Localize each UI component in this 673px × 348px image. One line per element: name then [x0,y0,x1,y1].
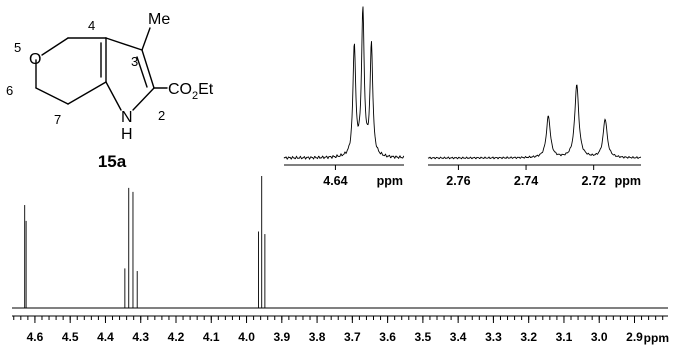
inset-1-tick-label-0: 4.64 [323,174,347,188]
main-tick-label-11: 3.5 [415,330,432,344]
ester-prefix: CO [168,81,192,98]
position-number-5: 5 [14,40,21,55]
bond-c7a-c7 [67,81,107,105]
main-tick-label-3: 4.3 [132,330,149,344]
main-x-axis-label: ppm [644,331,669,345]
main-tick-label-4: 4.2 [168,330,185,344]
ester-subscript: 2 [192,90,198,102]
main-tick-label-13: 3.3 [485,330,502,344]
inset-2-tick-label-2: 2.72 [581,174,605,188]
bond-c7-c6 [35,87,69,105]
molecule-structure: O N H Me CO2Et 2 3 4 5 6 7 15a [6,11,214,171]
position-number-3: 3 [131,54,138,69]
inset-2-trace [427,84,642,160]
position-number-4: 4 [88,18,95,33]
main-tick-label-9: 3.7 [344,330,361,344]
bond-c3-c2 [141,49,155,89]
inset-1-x-axis-label: ppm [377,174,403,188]
inset-2-tick-label-1: 2.74 [514,174,538,188]
main-tick-label-17: 2.9 [626,330,643,344]
inset-2-x-axis-label: ppm [615,174,641,188]
atom-hydrogen: H [121,126,133,143]
main-tick-label-12: 3.4 [450,330,467,344]
bond-n1-c7a [105,81,122,111]
inset-1-x-ticks: 4.64 [323,165,348,188]
main-spectrum: 4.6 4.5 4.4 4.3 4.2 4.1 4.0 3.9 3.8 3.7 3.6 3.5 3.4 3… [12,176,669,345]
main-tick-label-7: 3.9 [273,330,290,344]
atom-nitrogen: N [121,109,133,126]
inset-spectrum-2: 2.76 2.74 2.72 ppm [427,84,642,188]
atom-oxygen: O [29,51,41,68]
main-tick-label-8: 3.8 [309,330,326,344]
main-tick-label-6: 4.0 [238,330,255,344]
main-tick-label-2: 4.4 [97,330,114,344]
ester-suffix: Et [198,81,214,98]
ester-group: CO2Et [168,81,214,102]
main-x-ticks: 4.6 4.5 4.4 4.3 4.2 4.1 4.0 3.9 3.8 3.7 3.6 3.5 3.4 3… [13,316,664,344]
main-tick-label-15: 3.1 [556,330,573,344]
main-peaks [24,176,266,308]
inset-2-x-ticks: 2.76 2.74 2.72 [446,165,606,188]
main-tick-label-10: 3.6 [379,330,396,344]
main-tick-label-5: 4.1 [203,330,220,344]
main-tick-label-14: 3.2 [520,330,537,344]
atom-methyl: Me [148,11,170,28]
inset-spectrum-1: 4.64 ppm [283,6,405,188]
bond-o5-c4 [41,37,69,56]
position-number-2: 2 [158,108,165,123]
position-number-6: 6 [6,83,13,98]
bond-c3-c2-inner [136,56,148,88]
inset-2-tick-label-0: 2.76 [446,174,470,188]
main-tick-label-1: 4.5 [62,330,79,344]
bond-c2-n1 [132,87,155,111]
main-tick-label-0: 4.6 [27,330,44,344]
inset-1-trace [283,6,405,160]
bond-c3-me [141,27,151,51]
compound-label: 15a [98,152,127,171]
bond-c3a-c3 [105,37,143,51]
position-number-7: 7 [54,112,61,127]
main-tick-label-16: 3.0 [591,330,608,344]
